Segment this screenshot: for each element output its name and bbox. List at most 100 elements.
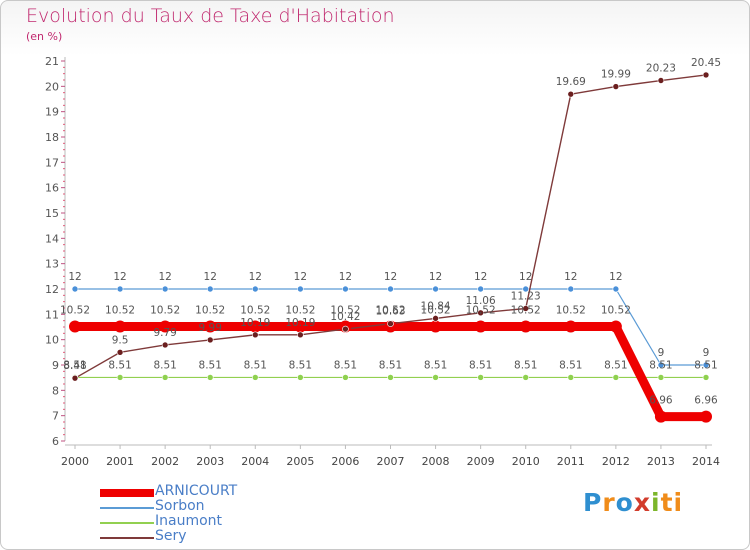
y-tick-label: 13 [45,258,59,271]
y-tick-label: 21 [45,55,59,68]
y-tick-label: 7 [52,410,59,423]
y-tick-label: 20 [45,80,59,93]
y-tick-label: 8 [52,384,59,397]
data-point [522,374,530,381]
data-label: 9.79 [153,327,176,339]
x-tick-label: 2011 [557,455,585,468]
data-point [342,285,349,293]
legend-swatch [100,522,154,524]
data-label: 8.51 [63,359,86,371]
data-label: 8.51 [649,359,672,371]
y-tick-label: 15 [45,207,59,220]
data-point [522,285,530,293]
x-tick-label: 2013 [647,455,675,468]
chart-axes: 6 7 8 9 10 11 12 13 14 15 16 17 18 19 20 21 2000 2001 2002… [45,55,720,468]
data-point [342,374,349,381]
data-label: 6.96 [694,395,718,407]
data-label: 12 [474,271,487,283]
data-point [116,285,124,293]
data-point [657,77,665,84]
y-tick-label: 14 [45,232,59,245]
x-tick-label: 2005 [286,455,314,468]
data-label: 8.51 [694,359,717,371]
legend-label: Inaumont [155,513,223,529]
data-label: 12 [384,271,397,283]
data-point [114,320,127,333]
data-label: 10.52 [330,304,360,316]
x-tick-label: 2010 [512,455,540,468]
data-label: 8.48 [63,360,86,372]
legend-label: Sery [155,528,187,544]
legend-swatch [100,537,154,539]
legend-swatch [100,489,154,497]
data-point [609,320,622,333]
legend-swatch [100,507,154,509]
data-label: 8.51 [514,359,537,371]
y-tick-label: 18 [45,131,59,144]
data-point [249,320,262,333]
data-label: 11.23 [511,291,541,303]
data-label: 10.52 [240,304,270,316]
data-point [251,374,259,381]
data-point [700,410,712,423]
data-point [702,361,710,369]
x-tick-label: 2009 [467,455,495,468]
data-point [564,320,577,333]
x-tick-label: 2001 [106,455,134,468]
data-label: 12 [249,271,262,283]
data-point [612,83,620,90]
data-label: 12 [113,271,126,283]
x-tick-label: 2003 [196,455,224,468]
data-label: 12 [564,271,577,283]
data-point [69,320,81,333]
data-point [432,315,439,322]
data-point [654,410,667,423]
data-label: 12 [429,271,442,283]
data-point [161,285,169,293]
chart-subtitle: (en %) [26,30,63,43]
data-point [657,361,665,369]
data-label: 8.51 [604,359,627,371]
x-tick-label: 2004 [241,455,269,468]
series-line-arnicourt [75,321,706,422]
data-label: 8.51 [424,359,447,371]
x-tick-label: 2002 [151,455,179,468]
y-tick-label: 6 [52,435,59,448]
data-point [294,320,307,333]
y-tick-label: 10 [45,334,59,347]
data-point [477,285,484,293]
data-label: 10.63 [375,306,405,318]
data-label: 8.51 [559,359,582,371]
x-tick-label: 2000 [61,455,89,468]
data-label: 12 [519,271,532,283]
y-tick-label: 9 [52,359,59,372]
chart-data-labels: 10.52 10.52 10.52 10.52 10.52 10.52 10.52 10.52… [60,57,721,407]
data-point [116,349,124,356]
data-label: 10.19 [285,317,315,329]
data-point [519,320,532,333]
data-label: 8.51 [334,359,357,371]
data-point [159,320,172,333]
data-label: 10.52 [285,304,315,316]
data-point [567,374,575,381]
data-label: 8.51 [199,359,222,371]
data-point [474,320,487,333]
data-label: 10.19 [240,317,270,329]
data-label: 8.51 [379,359,402,371]
data-point [387,285,394,293]
data-label: 12 [294,271,307,283]
data-label: 10.52 [60,304,90,316]
data-label: 10.52 [601,304,631,316]
data-label: 10.52 [375,304,405,316]
data-point [477,309,484,317]
x-tick-label: 2008 [422,455,450,468]
data-label: 8.51 [244,359,267,371]
data-point [702,374,710,381]
data-label: 10.52 [150,304,180,316]
y-tick-label: 19 [45,106,59,119]
data-label: 8.51 [108,359,131,371]
data-label: 6.96 [649,395,673,407]
data-point [71,285,79,293]
